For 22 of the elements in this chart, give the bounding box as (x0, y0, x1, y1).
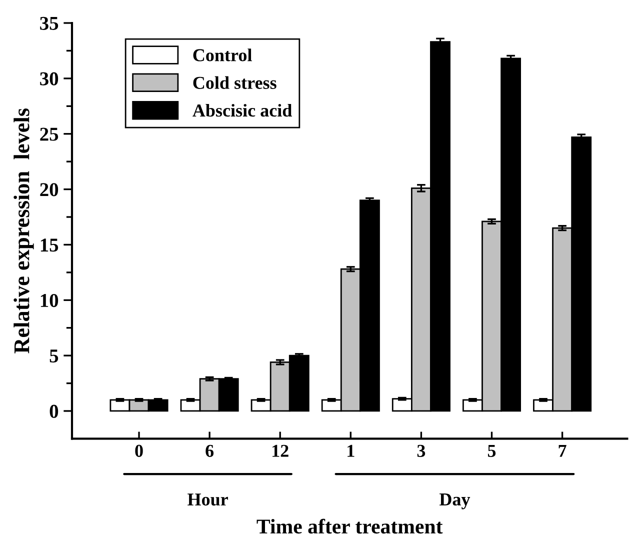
text: Hour (188, 494, 228, 506)
x-tick-label: 6 (206, 444, 214, 457)
x-tick-label: 7 (558, 444, 566, 457)
legend-label: Abscisic acid (192, 104, 292, 117)
y-tick-label: 15 (40, 238, 58, 252)
x-tick-label: 0 (135, 444, 143, 457)
y-tick-label: 10 (40, 294, 58, 308)
y-tick-label: 35 (40, 16, 58, 30)
y-axis-title: Relative expression levels (14, 108, 34, 354)
x-tick-label: 5 (488, 444, 496, 457)
y-tick-label: 30 (40, 72, 58, 86)
y-tick-label: 5 (50, 350, 58, 362)
x-tick-label: 12 (272, 444, 288, 457)
legend-label: Control (193, 48, 252, 62)
x-axis-title: Time after treatment (256, 518, 443, 534)
y-tick-label: 20 (40, 183, 58, 196)
x-tick-label: 3 (417, 444, 426, 457)
y-tick-label: 0 (50, 404, 58, 418)
text: Day (439, 494, 470, 510)
legend-label: Cold stress (193, 76, 276, 89)
y-tick-label: 25 (40, 128, 58, 141)
x-tick-label: 1 (348, 444, 354, 457)
